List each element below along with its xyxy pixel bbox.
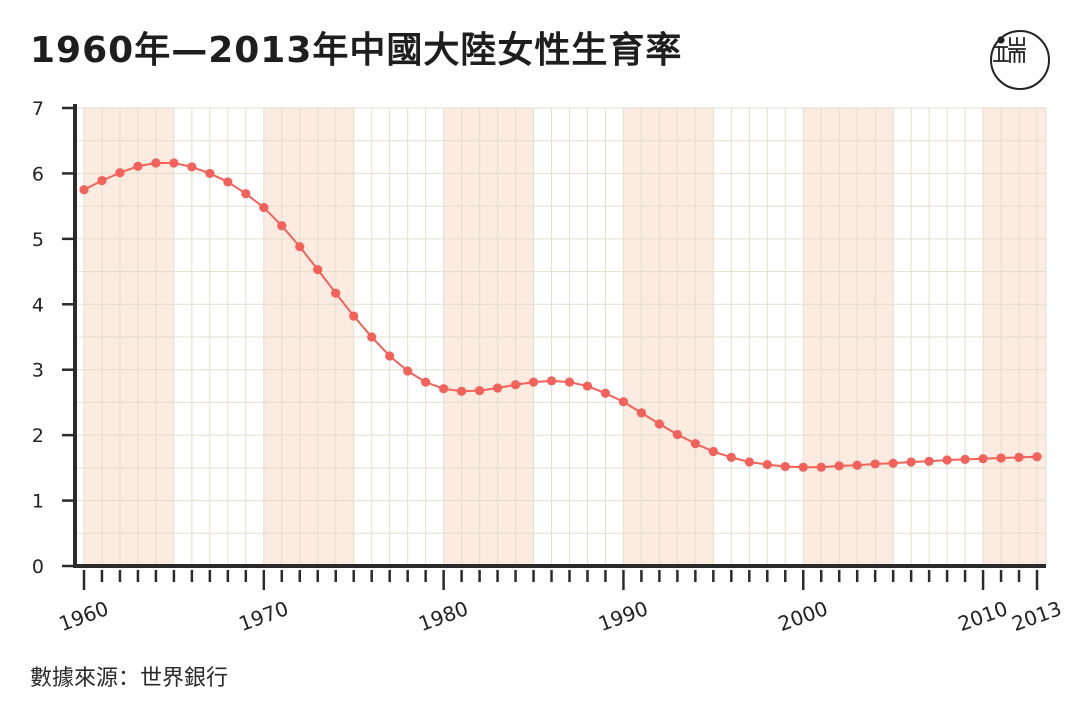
data-point: [672, 429, 682, 440]
data-point: [439, 384, 449, 394]
x-tick-label: 1970: [235, 596, 291, 636]
data-point: [636, 408, 647, 418]
data-point: [996, 453, 1006, 463]
data-point: [906, 457, 916, 467]
y-tick-label: 6: [32, 163, 44, 185]
y-tick-label: 0: [32, 556, 44, 578]
y-tick-label: 2: [32, 425, 44, 447]
data-point: [385, 351, 395, 361]
data-point: [295, 242, 305, 252]
logo-glyph: [993, 37, 1026, 63]
data-point: [978, 454, 988, 464]
logo-dot: [997, 36, 1005, 44]
data-point: [474, 386, 485, 396]
data-point: [492, 383, 503, 393]
x-tick-label: 1990: [595, 596, 651, 636]
data-point: [618, 397, 629, 407]
data-point: [960, 454, 970, 464]
x-tick-label: 1980: [415, 596, 471, 636]
data-point: [331, 288, 341, 298]
data-point: [277, 221, 287, 231]
y-tick-label: 1: [32, 491, 44, 513]
data-point: [780, 461, 790, 472]
chart-title: 1960年—2013年中國大陸女性生育率: [30, 30, 683, 71]
data-point: [816, 462, 826, 472]
data-point: [115, 168, 125, 178]
data-point: [690, 439, 700, 449]
data-point: [834, 461, 844, 471]
data-point: [654, 419, 664, 429]
data-point: [798, 462, 808, 472]
logo-ring: [990, 30, 1050, 90]
initium-logo: [990, 30, 1050, 90]
data-point: [744, 457, 754, 467]
data-point: [205, 168, 215, 179]
data-point: [870, 459, 880, 469]
data-point: [241, 189, 251, 199]
data-point: [708, 446, 718, 457]
source-note: 數據來源：世界銀行: [30, 666, 229, 691]
data-point: [133, 161, 143, 171]
data-point: [852, 460, 862, 470]
data-point: [924, 456, 934, 466]
data-point: [546, 376, 557, 386]
data-point: [259, 202, 269, 213]
y-tick-label: 7: [32, 98, 44, 120]
series-line: [83, 161, 1038, 469]
data-point: [762, 459, 772, 470]
data-point: [313, 265, 323, 275]
data-point: [169, 158, 179, 168]
data-point: [367, 332, 377, 342]
data-point: [1014, 452, 1024, 462]
y-tick-label: 5: [32, 229, 44, 251]
data-point: [600, 388, 611, 398]
data-point: [1032, 452, 1042, 462]
data-point: [187, 162, 197, 172]
data-point: [79, 185, 89, 195]
data-point: [726, 452, 736, 462]
data-point: [349, 311, 359, 321]
data-point: [942, 455, 952, 465]
data-point: [97, 176, 107, 186]
data-point: [223, 177, 233, 187]
y-tick-label: 3: [32, 360, 44, 382]
data-point: [888, 458, 898, 468]
data-point: [403, 366, 413, 376]
data-point: [510, 380, 521, 390]
data-point: [564, 377, 575, 387]
x-tick-label: 2000: [775, 596, 831, 636]
data-point: [528, 377, 539, 387]
x-tick-label: 2010: [955, 596, 1011, 636]
y-tick-label: 4: [32, 294, 44, 316]
data-point: [421, 377, 431, 387]
data-point: [151, 158, 161, 168]
x-tick-label: 1960: [56, 596, 112, 636]
data-point: [582, 381, 593, 391]
data-point: [457, 386, 467, 396]
x-tick-label: 2013: [1009, 596, 1065, 636]
